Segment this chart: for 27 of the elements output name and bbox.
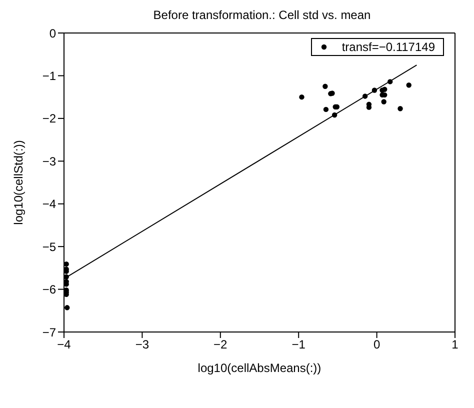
legend-label: transf=−0.117149	[342, 40, 435, 54]
point	[382, 86, 388, 92]
x-axis-title: log10(cellAbsMeans(:))	[198, 361, 322, 375]
x-tick-label: −4	[57, 338, 72, 352]
point	[64, 305, 70, 310]
x-tick-label: 0	[373, 338, 380, 352]
y-tick-label: −4	[42, 197, 56, 212]
y-tick-label: −3	[42, 154, 56, 168]
point	[322, 84, 328, 89]
y-tick-label: −1	[42, 68, 56, 83]
y-axis-title: log10(cellStd(:))	[11, 140, 26, 225]
point	[381, 99, 386, 104]
y-tick-label: −5	[42, 240, 56, 254]
point	[406, 82, 412, 88]
point	[299, 94, 304, 100]
x-tick-label: −1	[292, 338, 306, 352]
y-tick-label: 0	[49, 26, 56, 40]
x-tick-label: −2	[214, 338, 228, 352]
y-tick-label: −7	[42, 325, 56, 340]
y-tick-label: −2	[42, 112, 56, 126]
chart-title: Before transformation.: Cell std vs. mean	[152, 8, 372, 24]
x-tick-label: −3	[135, 338, 150, 352]
y-tick-label: −6	[42, 282, 56, 297]
x-tick-label: 1	[452, 338, 459, 352]
point	[323, 106, 329, 112]
point	[64, 261, 69, 267]
point	[398, 106, 403, 112]
